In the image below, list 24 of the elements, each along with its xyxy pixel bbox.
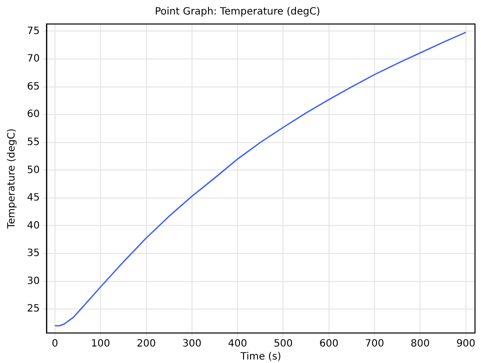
y-tick-label: 25 — [26, 304, 40, 315]
x-tick-label: 200 — [136, 338, 156, 350]
x-tick-label: 100 — [91, 338, 110, 350]
x-tick-label: 700 — [365, 338, 384, 350]
x-tick-label: 600 — [319, 338, 338, 350]
x-tick-label: 800 — [410, 338, 430, 350]
x-tick-label: 500 — [274, 338, 293, 350]
y-axis-title: Temperature (degC) — [6, 128, 18, 230]
y-tick-label: 70 — [26, 54, 40, 65]
y-tick-label: 35 — [26, 248, 40, 260]
y-tick-label: 50 — [26, 164, 40, 176]
y-tick-label: 55 — [26, 136, 40, 148]
x-axis-title: Time (s) — [240, 352, 282, 363]
y-tick-label: 60 — [26, 109, 40, 120]
y-tick-label: 30 — [26, 276, 40, 287]
y-tick-label: 65 — [26, 81, 40, 92]
x-tick-label: 300 — [182, 338, 202, 350]
x-tick-label: 900 — [456, 338, 476, 350]
y-tick-label: 40 — [26, 220, 40, 232]
chart-title: Point Graph: Temperature (degC) — [154, 6, 320, 18]
x-tick-label: 400 — [228, 338, 248, 350]
x-tick-label: 0 — [52, 338, 58, 350]
y-tick-label: 45 — [26, 192, 40, 204]
y-tick-label: 75 — [26, 26, 40, 37]
